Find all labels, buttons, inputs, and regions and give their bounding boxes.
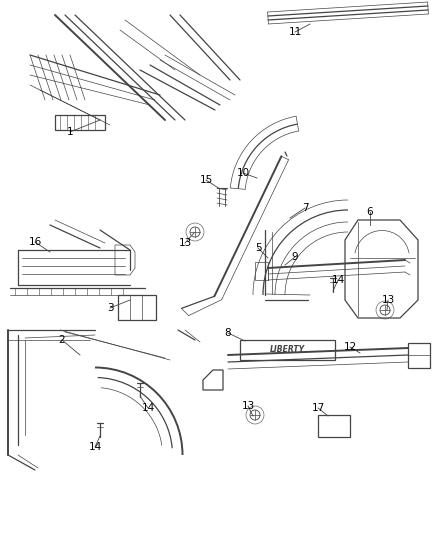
Text: 5: 5 xyxy=(254,243,261,253)
Text: 7: 7 xyxy=(302,203,308,213)
Bar xyxy=(240,340,335,360)
Text: 2: 2 xyxy=(59,335,65,345)
Text: 15: 15 xyxy=(199,175,212,185)
Text: 12: 12 xyxy=(343,342,357,352)
Text: 13: 13 xyxy=(241,401,254,411)
Text: 9: 9 xyxy=(292,252,298,262)
Text: 6: 6 xyxy=(367,207,373,217)
Bar xyxy=(118,295,156,320)
Text: 14: 14 xyxy=(88,442,102,452)
Text: 14: 14 xyxy=(141,403,155,413)
Text: 13: 13 xyxy=(178,238,192,248)
Text: 3: 3 xyxy=(107,303,113,313)
Text: 1: 1 xyxy=(67,127,73,137)
Text: 14: 14 xyxy=(332,275,345,285)
Text: 8: 8 xyxy=(225,328,231,338)
Bar xyxy=(318,415,350,437)
Text: LIBERTY: LIBERTY xyxy=(270,345,305,354)
Text: 11: 11 xyxy=(288,27,302,37)
Text: 10: 10 xyxy=(237,168,250,178)
Text: 16: 16 xyxy=(28,237,42,247)
Text: 17: 17 xyxy=(311,403,325,413)
Text: 13: 13 xyxy=(381,295,395,305)
